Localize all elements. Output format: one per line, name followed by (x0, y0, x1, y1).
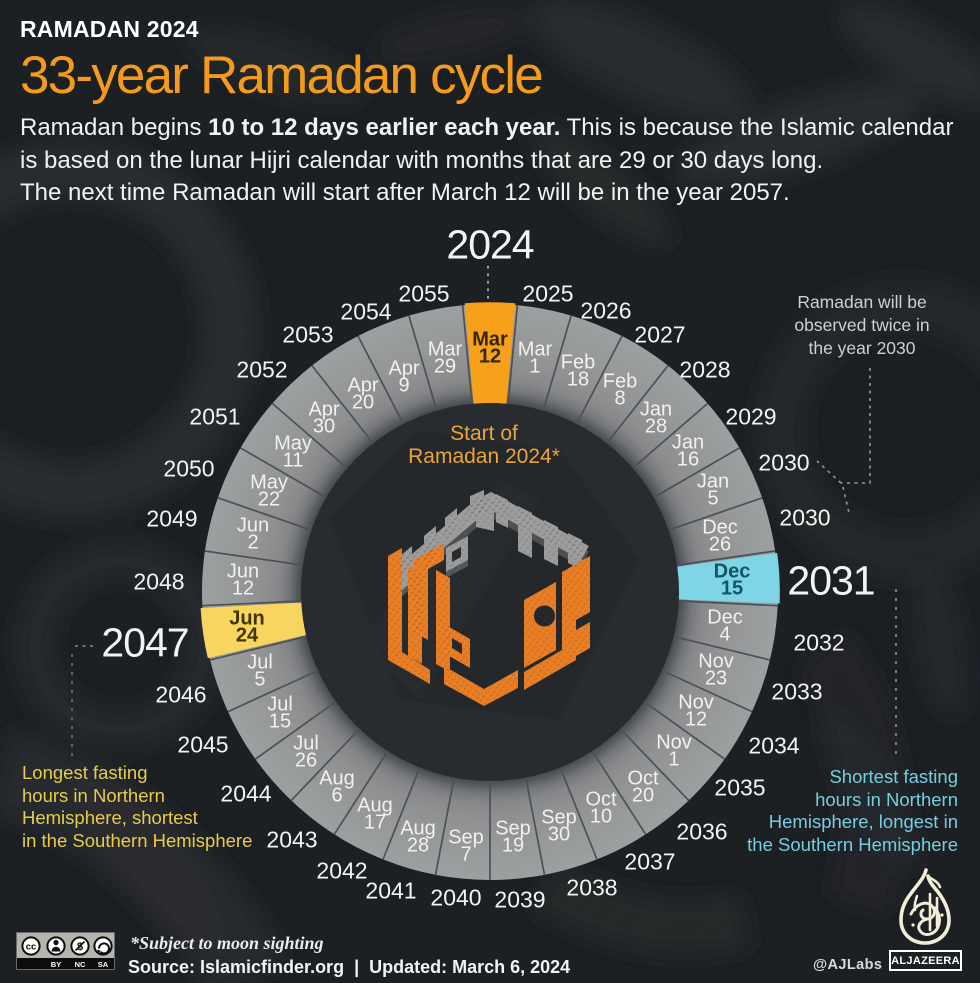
svg-text:BY: BY (51, 960, 61, 969)
svg-text:cc: cc (26, 942, 37, 953)
svg-text:SA: SA (98, 960, 109, 969)
svg-text:NC: NC (75, 960, 86, 969)
